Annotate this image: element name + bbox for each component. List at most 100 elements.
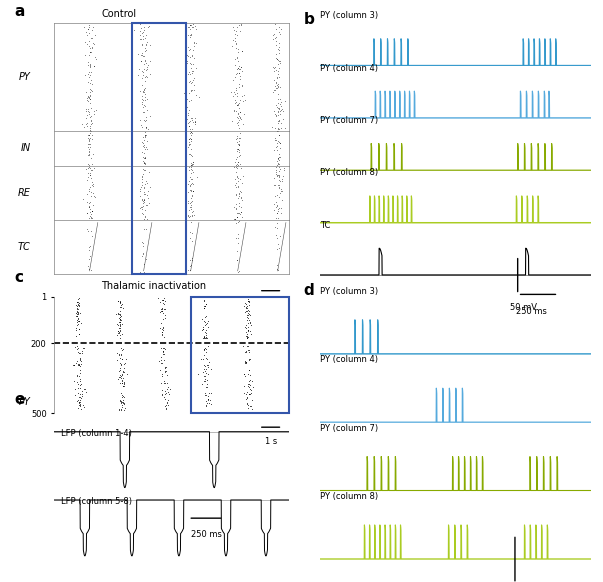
Point <box>117 299 127 308</box>
Point <box>86 111 96 120</box>
Point <box>245 381 255 390</box>
Point <box>235 72 244 81</box>
Point <box>232 30 242 40</box>
Point <box>74 304 83 314</box>
Point <box>116 315 125 325</box>
Point <box>77 348 86 357</box>
Point <box>87 80 97 89</box>
Point <box>272 190 282 200</box>
Point <box>136 23 145 33</box>
Point <box>275 56 285 65</box>
Point <box>115 321 125 331</box>
Point <box>138 141 148 150</box>
Point <box>231 219 241 228</box>
Point <box>239 371 249 380</box>
Point <box>268 34 278 44</box>
Point <box>200 303 209 313</box>
Point <box>182 94 192 104</box>
Point <box>72 370 81 379</box>
Point <box>245 318 255 327</box>
Point <box>142 38 152 47</box>
Point <box>186 201 196 210</box>
Point <box>233 109 243 118</box>
Point <box>185 262 195 271</box>
Point <box>186 161 196 170</box>
Point <box>274 63 284 73</box>
Point <box>272 72 282 81</box>
Point <box>242 333 251 342</box>
Point <box>201 333 211 342</box>
Point <box>241 357 250 366</box>
Point <box>139 194 149 204</box>
Point <box>83 106 93 115</box>
Point <box>118 345 127 354</box>
Point <box>139 210 148 219</box>
Point <box>162 388 171 398</box>
Point <box>274 45 284 55</box>
Point <box>160 304 170 314</box>
Point <box>84 227 93 236</box>
Point <box>186 134 195 144</box>
Point <box>140 152 150 161</box>
Point <box>183 211 192 220</box>
Point <box>184 187 194 197</box>
Point <box>233 234 242 243</box>
Point <box>193 370 203 379</box>
Point <box>202 318 212 328</box>
Point <box>84 245 94 254</box>
Text: PY (column 4): PY (column 4) <box>320 355 377 364</box>
Point <box>82 30 92 39</box>
Point <box>113 309 123 318</box>
Point <box>138 68 148 77</box>
Point <box>181 46 191 55</box>
Point <box>182 118 191 127</box>
Point <box>154 293 163 303</box>
Text: d: d <box>303 283 314 298</box>
Point <box>165 385 175 394</box>
Point <box>274 57 284 66</box>
Point <box>247 396 257 405</box>
Point <box>236 193 245 203</box>
Point <box>140 211 150 221</box>
Point <box>232 119 242 128</box>
Point <box>84 137 93 146</box>
Point <box>236 20 246 29</box>
Point <box>200 328 210 337</box>
Point <box>186 197 196 207</box>
Point <box>243 332 253 341</box>
Point <box>74 297 83 306</box>
Point <box>139 197 148 206</box>
Point <box>184 117 194 126</box>
Point <box>232 83 241 93</box>
Point <box>270 223 280 232</box>
Point <box>158 324 168 333</box>
Point <box>203 392 213 401</box>
Point <box>274 137 284 147</box>
Point <box>115 367 124 376</box>
Point <box>276 186 285 196</box>
Point <box>137 177 147 186</box>
Point <box>274 130 284 140</box>
Point <box>273 117 283 126</box>
Point <box>86 153 96 162</box>
Point <box>186 186 195 196</box>
Point <box>139 101 149 110</box>
Point <box>71 311 81 321</box>
Point <box>270 109 280 119</box>
Point <box>142 144 151 153</box>
Point <box>139 107 148 116</box>
Point <box>84 201 94 211</box>
Point <box>203 316 212 325</box>
Point <box>118 400 127 410</box>
Point <box>75 316 84 325</box>
Point <box>159 293 169 303</box>
Point <box>243 308 253 318</box>
Point <box>272 170 282 179</box>
Point <box>71 358 81 367</box>
Point <box>232 205 241 214</box>
Point <box>85 211 95 221</box>
Point <box>139 59 149 68</box>
Point <box>118 381 128 391</box>
Point <box>230 215 240 224</box>
Point <box>184 137 194 146</box>
